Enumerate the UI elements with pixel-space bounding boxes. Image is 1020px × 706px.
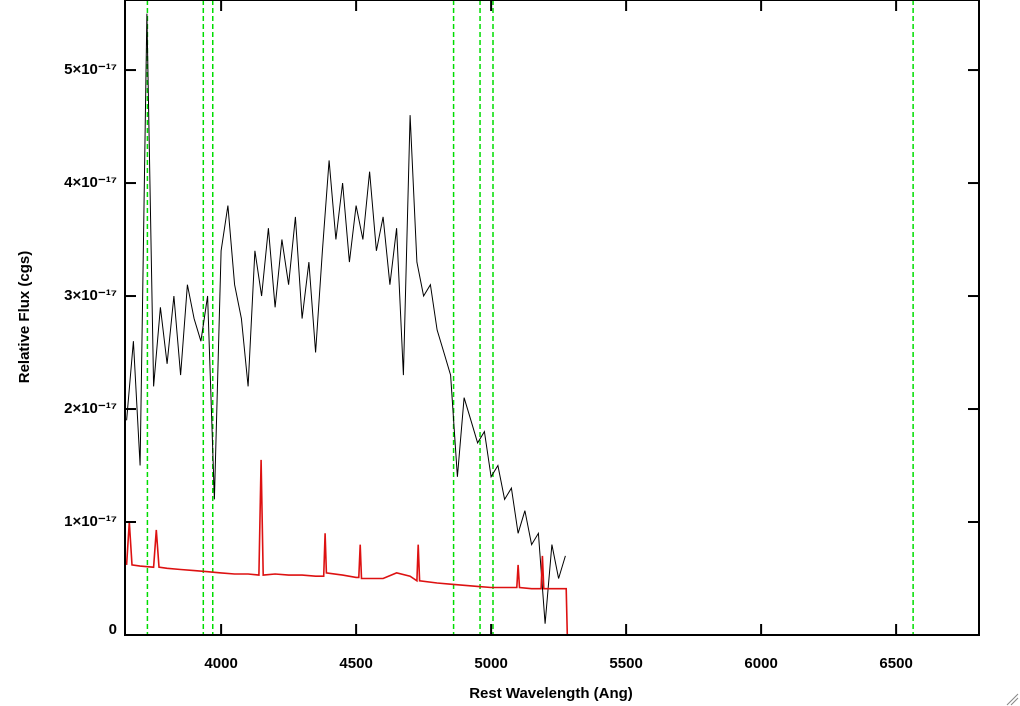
plot-frame bbox=[124, 0, 980, 636]
spectrum-line bbox=[126, 13, 566, 624]
y-tick-label: 4×10⁻¹⁷ bbox=[64, 174, 117, 191]
y-tick-label: 1×10⁻¹⁷ bbox=[64, 513, 117, 530]
x-tick-label: 4500 bbox=[339, 655, 372, 672]
x-tick-label: 5000 bbox=[474, 655, 507, 672]
x-tick-label: 6500 bbox=[879, 655, 912, 672]
x-axis-label: Rest Wavelength (Ang) bbox=[469, 685, 633, 702]
resize-grip[interactable] bbox=[1006, 693, 1019, 706]
y-tick-label: 3×10⁻¹⁷ bbox=[64, 287, 117, 304]
spectrum-line bbox=[125, 459, 979, 636]
y-tick-label: 5×10⁻¹⁷ bbox=[64, 61, 117, 78]
x-tick-label: 5500 bbox=[609, 655, 642, 672]
y-tick-label: 2×10⁻¹⁷ bbox=[64, 400, 117, 417]
x-tick-label: 4000 bbox=[204, 655, 237, 672]
y-axis-label: Relative Flux (cgs) bbox=[16, 251, 33, 384]
y-tick-label: 0 bbox=[109, 621, 117, 638]
x-tick-label: 6000 bbox=[744, 655, 777, 672]
